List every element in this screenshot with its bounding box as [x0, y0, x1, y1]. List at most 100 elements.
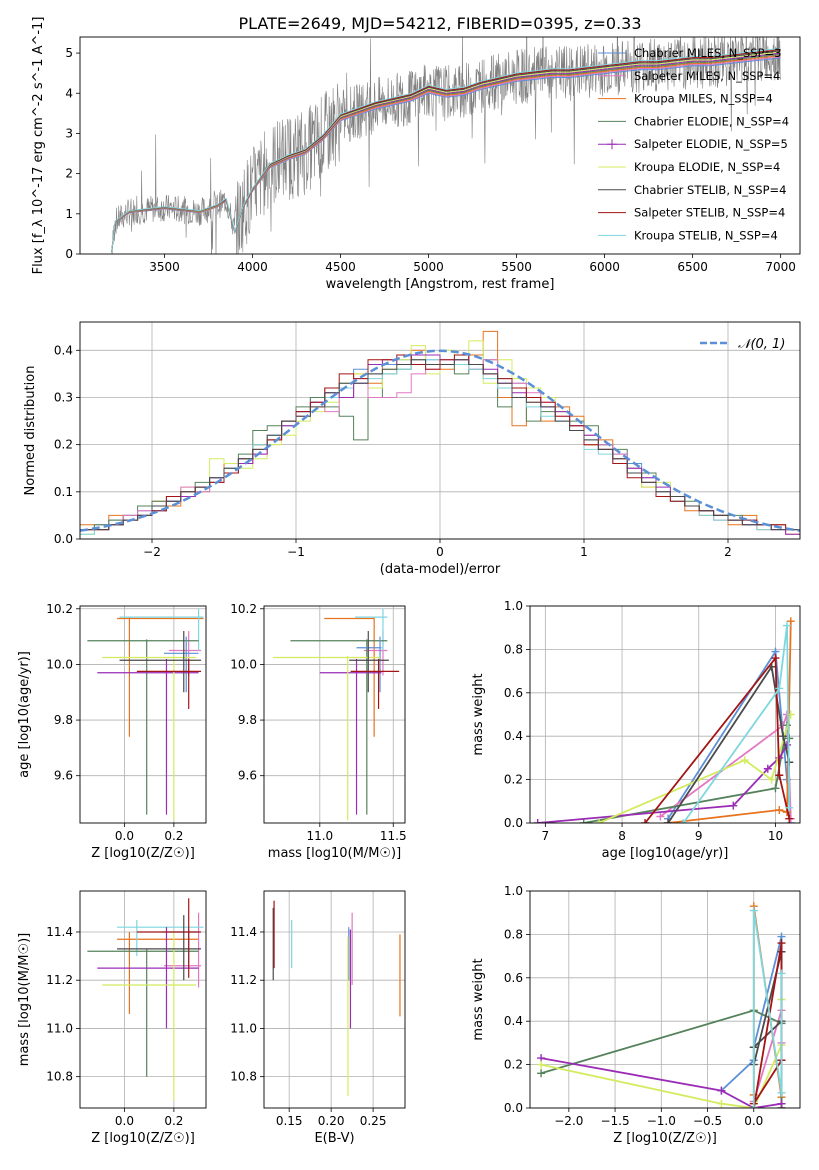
x-tick-label: 5000 — [413, 260, 444, 274]
weight-marker-cyan — [782, 621, 791, 630]
y-tick-label: 9.6 — [238, 769, 257, 783]
legend-marker — [607, 139, 617, 150]
x-tick-label: 11.0 — [306, 829, 333, 843]
y-tick-label: 11.2 — [46, 973, 73, 987]
weight-marker-yellow — [595, 819, 604, 823]
y-tick-label: 0.4 — [54, 343, 73, 357]
x-tick-label: 0.2 — [164, 829, 183, 843]
histogram-step-dark — [80, 359, 800, 531]
figure-title: PLATE=2649, MJD=54212, FIBERID=0395, z=0… — [238, 14, 641, 33]
weight-marker-yellow — [767, 775, 776, 784]
x-tick-label: 6500 — [677, 260, 708, 274]
axes-weight-vs-age: 7 8 9 10 0.0 0.2 0.4 0.6 0.8 1.0 age [log10(age/yr… — [471, 599, 801, 861]
weight-marker-cyan — [785, 803, 794, 812]
axes-frame — [79, 605, 207, 824]
weight-marker-red — [777, 939, 786, 948]
legend-label: Salpeter MILES, N_SSP=4 — [634, 69, 780, 83]
weight-marker-purple — [763, 764, 772, 773]
plot-area-weight-vs-Z — [537, 902, 786, 1108]
x-axis-label: (data-model)/error — [380, 562, 501, 577]
weight-marker-yellow — [717, 1099, 726, 1108]
y-tick-label: 3 — [65, 126, 73, 140]
axes-spectrum: 3500 4000 4500 5000 5500 6000 6500 7000 0 1 2 3 4 5 wa… — [31, 17, 801, 292]
x-axis-label: age [log10(age/yr)] — [602, 846, 729, 861]
x-axis-label: wavelength [Angstrom, rest frame] — [326, 277, 555, 292]
axes-age-vs-Z: 0.0 0.2 9.6 9.8 10.0 10.2 Z [log10(Z/Z☉)] age [… — [17, 602, 207, 861]
weight-marker-purple — [533, 819, 542, 823]
y-tick-label: 11.0 — [46, 1021, 73, 1035]
x-axis-label: Z [log10(Z/Z☉)] — [91, 846, 195, 861]
axes-mass-vs-EBV: 0.15 0.20 0.25 10.8 11.0 11.2 11.4 E(B-V) — [230, 890, 406, 1146]
weight-marker-orange — [775, 805, 784, 814]
y-tick-label: 1.0 — [504, 599, 523, 613]
plot-area-residual-histogram — [80, 330, 800, 535]
x-axis-label: E(B-V) — [314, 1131, 354, 1146]
y-tick-label: 5 — [65, 46, 73, 60]
y-tick-label: 0.4 — [504, 1014, 523, 1028]
y-axis-label: age [log10(age/yr)] — [17, 651, 32, 778]
plot-area-mass-vs-Z — [87, 898, 204, 1101]
legend-label: Salpeter STELIB, N_SSP=4 — [634, 206, 785, 220]
weight-marker-dark — [664, 819, 673, 823]
x-tick-label: −2.0 — [554, 1114, 583, 1128]
x-tick-label: 4000 — [237, 260, 268, 274]
axes-weight-vs-Z: −2.0 −1.5 −1.0 −0.5 0.0 0.0 0.2 0.4 0.6 0.8 1.0 Z [… — [471, 884, 801, 1146]
y-tick-label: 0 — [65, 247, 73, 261]
x-tick-label: −0.5 — [693, 1114, 722, 1128]
x-tick-label: 6000 — [589, 260, 620, 274]
x-axis-label: Z [log10(Z/Z☉)] — [613, 1131, 717, 1146]
axes-mass-vs-Z: 0.0 0.2 10.8 11.0 11.2 11.4 Z [log10(Z/Z☉)] mas… — [17, 890, 207, 1146]
y-tick-label: 10.2 — [46, 602, 73, 616]
y-tick-label: 10.0 — [46, 657, 73, 671]
x-tick-label: 3500 — [149, 260, 180, 274]
legend-label: Kroupa MILES, N_SSP=4 — [634, 92, 773, 106]
y-tick-label: 9.8 — [54, 713, 73, 727]
weight-marker-cyan — [775, 684, 784, 693]
y-tick-label: 1.0 — [504, 884, 523, 898]
x-tick-label: 0.0 — [115, 1114, 134, 1128]
spectrum-legend: Chabrier MILES, N_SSP=3 Salpeter MILES, N… — [598, 46, 789, 242]
model-spectrum-cyan — [111, 47, 781, 252]
x-tick-label: 0.25 — [360, 1114, 387, 1128]
weight-marker-purple — [729, 801, 738, 810]
y-tick-label: 0.8 — [504, 927, 523, 941]
x-tick-label: 0.20 — [318, 1114, 345, 1128]
y-tick-label: 11.4 — [230, 925, 257, 939]
x-tick-label: 9 — [695, 829, 703, 843]
y-tick-label: 10.2 — [230, 602, 257, 616]
x-axis-label: mass [log10(M/M☉)] — [268, 846, 401, 861]
axes-frame — [263, 890, 406, 1109]
y-tick-label: 0.0 — [504, 816, 523, 830]
axes-residual-histogram: −2 −1 0 1 2 0.0 0.1 0.2 0.3 0.4 (data-model)/error… — [23, 321, 801, 577]
y-tick-label: 2 — [65, 167, 73, 181]
x-tick-label: 7 — [542, 829, 550, 843]
weight-marker-red — [785, 814, 794, 823]
normal-curve — [80, 349, 800, 532]
x-tick-label: 10 — [768, 829, 783, 843]
axes-frame — [529, 890, 801, 1109]
legend-label: Salpeter ELODIE, N_SSP=5 — [634, 137, 788, 151]
legend-label: 𝒩(0, 1) — [738, 337, 785, 352]
weight-marker-purple — [777, 1099, 786, 1108]
y-tick-label: 0.0 — [504, 1101, 523, 1115]
weight-marker-green — [579, 819, 588, 823]
weight-marker-cyan — [777, 1088, 786, 1097]
weight-marker-green — [537, 1069, 546, 1078]
weight-line-purple — [537, 744, 788, 823]
weight-line-red — [644, 655, 791, 823]
x-tick-label: 0.15 — [276, 1114, 303, 1128]
weight-marker-yellow — [740, 756, 749, 765]
y-tick-label: 0.2 — [504, 773, 523, 787]
y-axis-label: Flux [f_λ 10^-17 erg cm^-2 s^-1 A^-1] — [31, 17, 46, 275]
weight-marker-cyan — [749, 906, 758, 915]
y-tick-label: 11.0 — [230, 1021, 257, 1035]
y-tick-label: 10.8 — [46, 1070, 73, 1084]
y-tick-label: 0.8 — [504, 642, 523, 656]
plot-area-mass-vs-EBV — [272, 900, 401, 1096]
weight-marker-red — [641, 819, 650, 823]
weight-line-yellow — [598, 714, 792, 823]
y-tick-label: 0.3 — [54, 390, 73, 404]
weight-marker-dark — [779, 732, 788, 741]
plot-area-age-vs-mass — [272, 608, 400, 821]
